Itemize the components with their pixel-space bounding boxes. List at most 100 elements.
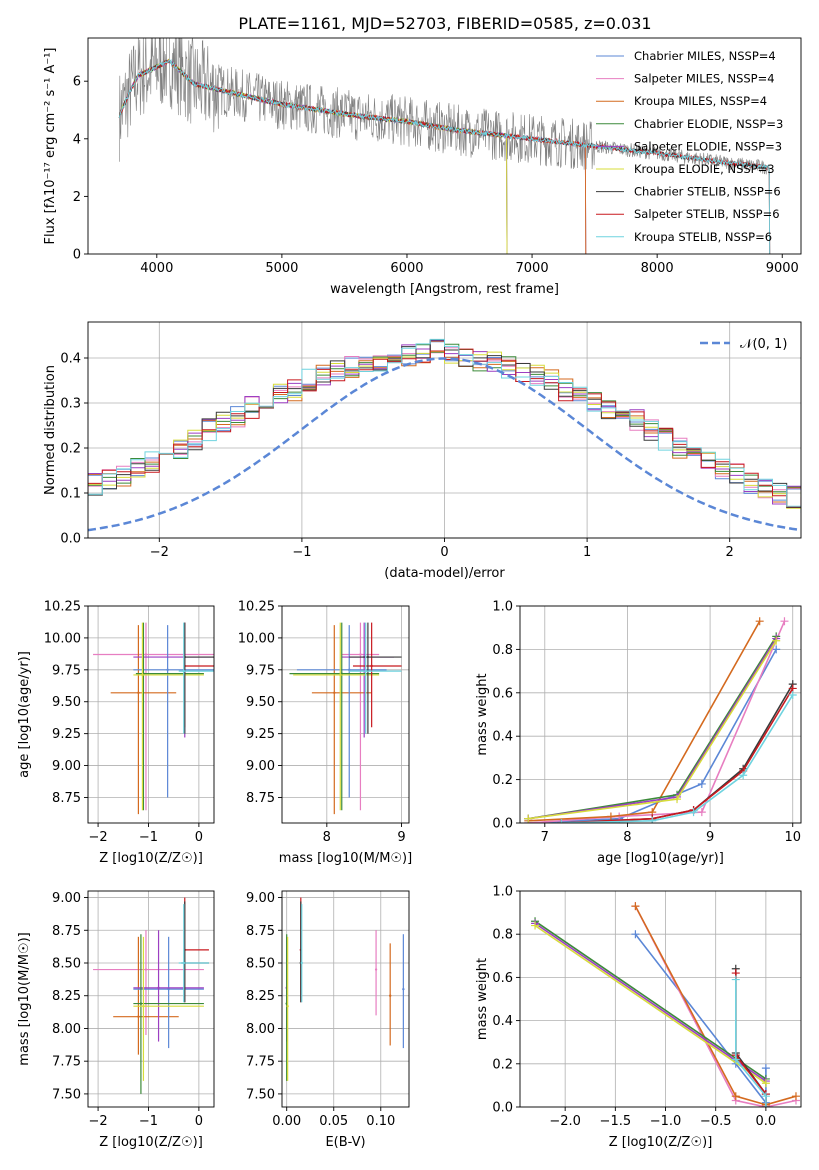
series-line-4 <box>528 638 777 820</box>
series-marker-8-2 <box>761 1092 770 1101</box>
series-line-4 <box>534 922 767 1082</box>
histogram-step-6 <box>88 339 801 508</box>
plot-area <box>88 338 801 532</box>
plot-area <box>93 897 209 1094</box>
x-axis-label: E(B-V) <box>325 1135 365 1150</box>
histogram-step-0 <box>88 341 801 513</box>
series-marker-2-3 <box>791 1092 800 1101</box>
y-axis-label: mass [log10(M/M☉)] <box>17 932 32 1065</box>
data-point-5 <box>339 673 342 677</box>
series-line-2 <box>634 905 797 1106</box>
data-point-0 <box>144 653 148 656</box>
legend-label-0: Chabrier MILES, NSSP=4 <box>634 49 776 63</box>
y-tick-label: 9.50 <box>52 695 81 710</box>
series-marker-8-3 <box>761 1103 770 1107</box>
axes-frame <box>281 890 410 1108</box>
x-tick-label: 0.05 <box>319 1114 348 1129</box>
legend-label-4: Salpeter ELODIE, NSSP=3 <box>634 139 782 153</box>
y-tick-label: 7.75 <box>246 1055 275 1070</box>
x-tick-label: −1 <box>139 1114 158 1129</box>
x-tick-label: 0.10 <box>366 1114 395 1129</box>
x-tick-label: −2.0 <box>549 1114 581 1129</box>
x-tick-label: 0 <box>195 830 203 845</box>
plot-area <box>524 617 797 823</box>
x-tick-label: 0.00 <box>272 1114 301 1129</box>
chart-mass_vs_ebv: 0.00 0.05 0.10 7.50 7.75 8.00 8.25 8.50 8.75 9.00… <box>246 890 410 1150</box>
data-point-2 <box>167 987 170 991</box>
legend-label-5: Kroupa ELODIE, NSSP=3 <box>634 162 775 176</box>
y-tick-label: 0.6 <box>492 971 513 986</box>
x-tick-label: −1.0 <box>650 1114 682 1129</box>
x-tick-label: 9000 <box>766 261 799 276</box>
y-axis-label: age [log10(age/yr)] <box>17 651 32 778</box>
y-tick-label: 9.75 <box>246 663 275 678</box>
data-point-1 <box>137 691 140 694</box>
data-point-2 <box>166 668 169 672</box>
x-tick-label: 0 <box>195 1114 203 1129</box>
y-tick-label: 0.3 <box>60 397 81 412</box>
x-tick-label: 2 <box>726 545 734 560</box>
y-tick-label: 8.00 <box>52 1022 81 1037</box>
x-axis-label: Z [log10(Z/Z☉)] <box>609 1135 713 1150</box>
x-tick-label: −2 <box>88 1114 107 1129</box>
y-tick-label: 7.75 <box>52 1055 81 1070</box>
series-marker-0-3 <box>772 645 781 654</box>
histogram-step-7 <box>88 348 801 508</box>
data-point-1 <box>388 994 392 997</box>
axes-frame <box>87 37 802 255</box>
x-tick-label: −1.5 <box>600 1114 632 1129</box>
data-point-5 <box>142 1005 145 1008</box>
series-marker-1-3 <box>780 617 789 626</box>
y-tick-label: 10.00 <box>44 631 81 646</box>
plot-area <box>285 897 405 1081</box>
x-tick-label: −1 <box>292 545 311 560</box>
data-point-3 <box>157 986 160 990</box>
x-tick-label: 9 <box>397 830 405 845</box>
y-tick-label: 8.25 <box>246 989 275 1004</box>
histogram-step-8 <box>88 338 801 512</box>
y-tick-label: 2 <box>73 190 81 205</box>
series-marker-8-1 <box>648 816 657 823</box>
series-marker-8-2 <box>689 808 698 817</box>
data-point-8 <box>300 961 303 965</box>
plot-area <box>118 38 771 254</box>
histogram-step-3 <box>88 343 801 510</box>
x-tick-label: 10 <box>784 830 801 845</box>
data-point-1 <box>137 1015 140 1018</box>
series-line-3 <box>534 920 767 1080</box>
series-marker-0-3 <box>761 1064 770 1073</box>
y-tick-label: 7.50 <box>52 1087 81 1102</box>
series-line-5 <box>534 924 767 1084</box>
x-axis-label: (data-model)/error <box>384 566 505 581</box>
x-tick-label: 5000 <box>265 261 298 276</box>
y-tick-label: 0.4 <box>492 730 513 745</box>
y-tick-label: 0.8 <box>492 643 513 658</box>
axes-frame <box>519 890 802 1108</box>
y-axis-label: Flux [fλ10⁻¹⁷ erg cm⁻² s⁻¹ A⁻¹] <box>43 48 58 245</box>
y-tick-label: 1.0 <box>492 885 513 900</box>
y-tick-label: 0.4 <box>60 352 81 367</box>
histogram-step-4 <box>88 340 801 505</box>
chart-age_vs_mass: 8 9 8.75 9.00 9.25 9.50 9.75 10.00 10.25 mass [lo… <box>238 600 412 867</box>
y-tick-label: 6 <box>73 75 81 90</box>
chart-age_vs_Z: −2 −1 0 8.75 9.00 9.25 9.50 9.75 10.00 10.25 Z [lo… <box>17 600 215 866</box>
y-axis-label: Normed distribution <box>43 365 58 495</box>
data-point-2 <box>348 668 351 672</box>
y-tick-label: 10.25 <box>238 600 275 615</box>
chart-spectrum: Chabrier MILES, NSSP=4 Salpeter MILES, NS… <box>43 37 802 297</box>
data-point-0 <box>374 968 378 971</box>
series-marker-8-3 <box>739 771 748 780</box>
x-tick-label: 7 <box>541 830 549 845</box>
series-marker-5-1 <box>673 795 682 804</box>
x-tick-label: −2 <box>88 830 107 845</box>
y-tick-label: 9.25 <box>246 727 275 742</box>
series-line-6 <box>735 968 767 1107</box>
data-point-4 <box>139 1002 143 1005</box>
series-line-2 <box>528 620 761 822</box>
y-tick-label: 0.2 <box>60 442 81 457</box>
histogram-step-1 <box>88 347 801 505</box>
data-point-0 <box>144 968 148 971</box>
series-marker-2-3 <box>755 617 764 626</box>
gaussian-curve <box>88 357 801 532</box>
